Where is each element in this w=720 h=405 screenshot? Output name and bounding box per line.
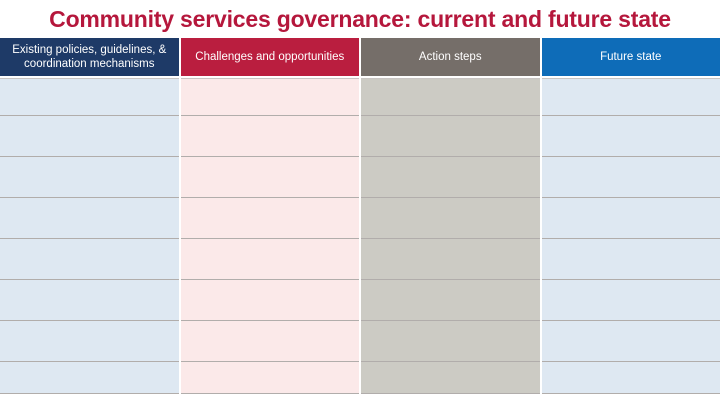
table-cell-challenges-opportunities-row-6: [180, 280, 359, 321]
table-cell-challenges-opportunities-row-3: [180, 157, 359, 198]
table-cell-existing-policies-row-7: [0, 321, 179, 362]
column-header-label: Future state: [600, 51, 662, 63]
table-cell-future-state-row-1: [541, 78, 720, 116]
table-cell-existing-policies-row-8: [0, 362, 179, 394]
table-cell-action-steps-row-7: [361, 321, 540, 362]
column-header-existing-policies: Existing policies, guidelines, & coordin…: [0, 38, 179, 76]
table-cell-existing-policies-row-5: [0, 239, 179, 280]
page-title: Community services governance: current a…: [49, 6, 671, 32]
table-cell-future-state-row-7: [541, 321, 720, 362]
column-header-label: Existing policies, guidelines, & coordin…: [12, 44, 167, 70]
table-cell-future-state-row-6: [541, 280, 720, 321]
table-cell-action-steps-row-5: [361, 239, 540, 280]
table-cell-challenges-opportunities-row-1: [180, 78, 359, 116]
table-cell-action-steps-row-2: [361, 116, 540, 157]
column-header-future-state: Future state: [541, 38, 720, 76]
table-cell-existing-policies-row-1: [0, 78, 179, 116]
table-cell-existing-policies-row-4: [0, 198, 179, 239]
table-cell-challenges-opportunities-row-8: [180, 362, 359, 394]
table-cell-action-steps-row-6: [361, 280, 540, 321]
column-header-label: Action steps: [418, 51, 482, 63]
table-cell-challenges-opportunities-row-4: [180, 198, 359, 239]
table-cell-action-steps-row-4: [361, 198, 540, 239]
table-cell-existing-policies-row-2: [0, 116, 179, 157]
table-cell-action-steps-row-8: [361, 362, 540, 394]
column-header-challenges-opportunities: Challenges and opportunities: [180, 38, 359, 76]
column-header-action-steps: Action steps: [361, 38, 540, 76]
table-cell-future-state-row-2: [541, 116, 720, 157]
table-cell-future-state-row-8: [541, 362, 720, 394]
table-cell-challenges-opportunities-row-7: [180, 321, 359, 362]
table-header-row: Existing policies, guidelines, & coordin…: [0, 38, 720, 76]
table-cell-action-steps-row-1: [361, 78, 540, 116]
table-cell-existing-policies-row-3: [0, 157, 179, 198]
governance-table: Existing policies, guidelines, & coordin…: [0, 38, 720, 394]
table-cell-action-steps-row-3: [361, 157, 540, 198]
table-cell-future-state-row-5: [541, 239, 720, 280]
table-cell-challenges-opportunities-row-2: [180, 116, 359, 157]
table-cell-existing-policies-row-6: [0, 280, 179, 321]
column-header-label: Challenges and opportunities: [195, 51, 345, 63]
table-cell-future-state-row-3: [541, 157, 720, 198]
table-body: [0, 78, 720, 394]
table-cell-future-state-row-4: [541, 198, 720, 239]
table-cell-challenges-opportunities-row-5: [180, 239, 359, 280]
